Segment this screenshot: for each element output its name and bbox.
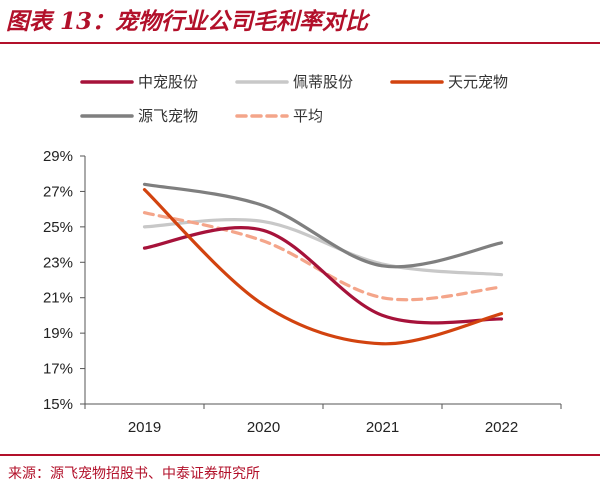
- source-note: 来源：源飞宠物招股书、中泰证券研究所: [8, 466, 260, 482]
- series-line: [142, 188, 504, 346]
- legend-label: 天元宠物: [448, 73, 508, 91]
- y-tick-label: 15%: [43, 396, 73, 413]
- y-tick-label: 23%: [43, 254, 73, 271]
- series-line: [142, 211, 504, 302]
- legend-label: 中宠股份: [138, 73, 198, 91]
- y-tick-label: 29%: [43, 148, 73, 165]
- y-tick-label: 19%: [43, 325, 73, 342]
- axes: 15% 17% 19% 21% 23% 25% 27% 29% 2019 2020 2021 2022: [43, 148, 562, 436]
- series-line: [142, 218, 504, 277]
- x-tick-label: 2019: [128, 419, 161, 436]
- legend-label: 佩蒂股份: [293, 73, 353, 91]
- legend-label: 源飞宠物: [138, 107, 198, 125]
- series-line: [142, 182, 504, 269]
- x-tick-label: 2022: [485, 419, 518, 436]
- title-rule: [0, 42, 600, 44]
- x-tick-label: 2020: [247, 419, 280, 436]
- series-line: [142, 226, 504, 325]
- y-tick-label: 17%: [43, 361, 73, 378]
- x-tick-label: 2021: [366, 419, 399, 436]
- legend-label: 平均: [293, 107, 323, 125]
- figure-title: 图表 13：宠物行业公司毛利率对比: [6, 8, 369, 35]
- source-rule: [0, 454, 600, 456]
- y-tick-label: 27%: [43, 183, 73, 200]
- y-tick-label: 21%: [43, 290, 73, 307]
- y-tick-label: 25%: [43, 219, 73, 236]
- series-lines: [142, 182, 504, 346]
